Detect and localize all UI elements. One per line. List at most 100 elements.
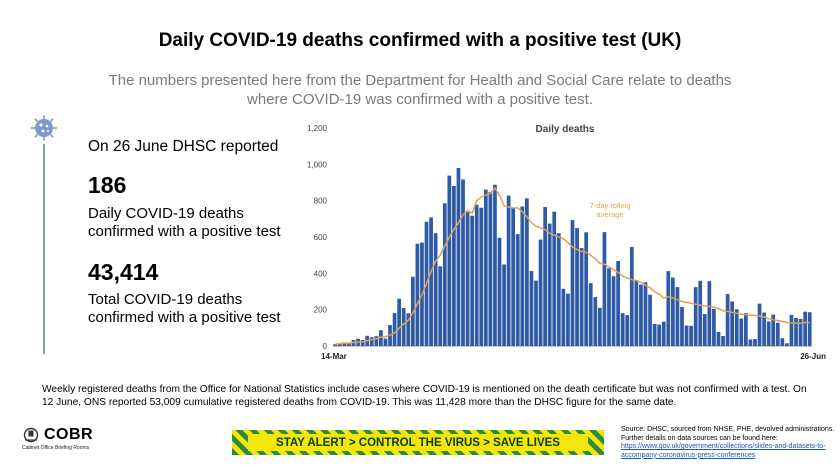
bar [547,223,552,346]
bar [538,239,543,346]
bar [652,324,657,346]
bar [721,336,725,346]
bar [785,343,789,346]
bar [520,206,525,346]
bar [762,312,766,346]
bar [579,248,584,346]
y-tick-label: 0 [323,342,328,351]
bar [369,337,374,346]
bar [689,325,693,346]
bar [575,228,579,346]
bar [483,189,488,346]
bar [725,294,730,346]
bar [406,313,411,346]
bar [734,309,739,346]
bar [493,184,497,346]
bar [634,280,639,346]
bar [392,313,397,346]
crest-icon [23,427,39,443]
bar [588,283,593,346]
bar [629,246,634,346]
daily-deaths-chart: 0 200 400 600 800 1,000 1,200 14-Mar 26-Jun Daily… [300,118,830,363]
bar [543,207,547,346]
bar [707,281,712,346]
bar [666,271,671,346]
bar [347,343,351,346]
daily-deaths-label: Daily COVID-19 deaths confirmed with a p… [88,205,281,240]
bar [657,324,662,346]
bar [757,303,762,346]
source-note: Source: DHSC, sourced from NHSE, PHE, de… [621,426,836,460]
bar [639,284,643,346]
bar [337,343,342,346]
source-link[interactable]: https://www.gov.uk/government/collection… [621,443,826,459]
y-tick-label: 1,200 [307,124,328,133]
bar [552,211,557,346]
bar [429,217,433,346]
bar [693,287,698,346]
bar [602,232,607,346]
rolling-average-line [335,186,810,345]
bar [488,192,493,346]
bar [561,288,566,346]
bar [470,215,475,346]
bar [374,336,379,346]
bar [730,301,735,346]
bar [333,344,338,346]
bar [479,207,484,346]
y-tick-label: 800 [314,197,328,206]
bar [401,308,406,346]
total-deaths-value: 43,414 [88,259,159,285]
chart-title: Daily deaths [536,124,595,135]
bar [684,325,689,346]
bar [789,314,794,346]
bar [556,233,561,346]
y-tick-label: 600 [314,233,328,242]
bar [771,314,776,346]
page-title: Daily COVID-19 deaths confirmed with a p… [158,30,682,51]
bar [438,266,443,346]
daily-deaths-value: 186 [88,172,127,198]
bar [616,260,620,346]
banner-inner: STAY ALERT > CONTROL THE VIRUS > SAVE LI… [248,434,588,451]
bar [643,282,648,346]
bar [584,232,589,346]
bar [753,339,757,346]
bar [342,342,347,346]
bar [360,340,365,346]
bar [803,311,808,346]
timeline-line [43,144,45,354]
banner-text: STAY ALERT > CONTROL THE VIRUS > SAVE LI… [276,436,560,449]
bar [447,175,452,346]
bar [625,315,630,346]
bar [698,280,703,346]
bar [716,332,721,346]
bar [712,308,716,346]
bar [607,268,611,346]
rolling-average-annotation: 7-day rolling [590,201,631,210]
y-tick-label: 1,000 [307,160,328,169]
bar [780,338,785,346]
bar [775,322,780,346]
virus-icon [31,115,57,141]
stay-alert-banner: STAY ALERT > CONTROL THE VIRUS > SAVE LI… [232,430,604,455]
bar [702,314,707,346]
bar [648,294,652,346]
bar [397,298,402,346]
bar [433,233,438,346]
cobr-subtitle: Cabinet Office Briefing Rooms [22,445,90,451]
bar [593,297,598,346]
bar [675,287,680,346]
bar [798,318,803,346]
bar [515,234,520,346]
bar [661,321,666,346]
bar [465,212,470,346]
bar [461,179,465,346]
bar [497,237,502,346]
x-end-label: 26-Jun [800,352,826,361]
page-subtitle: The numbers presented here from the Depa… [108,72,732,108]
cobr-wordmark: COBR [44,426,94,443]
bar [383,338,388,346]
chart-svg: 0 200 400 600 800 1,000 1,200 14-Mar 26-Jun Daily… [307,124,826,361]
bar [794,318,798,346]
